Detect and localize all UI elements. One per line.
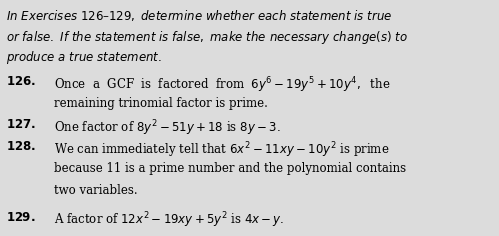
Text: $\mathbf{128.}$: $\mathbf{128.}$	[6, 140, 36, 153]
Text: $\mathbf{127.}$: $\mathbf{127.}$	[6, 118, 36, 131]
Text: $\mathbf{126.}$: $\mathbf{126.}$	[6, 75, 36, 88]
Text: two variables.: two variables.	[54, 184, 138, 197]
Text: $\it{produce\ a\ true\ statement.}$: $\it{produce\ a\ true\ statement.}$	[6, 49, 162, 66]
Text: Once  a  GCF  is  factored  from  $6y^{6}-19y^{5}+10y^{4},$  the: Once a GCF is factored from $6y^{6}-19y^…	[54, 75, 391, 95]
Text: $\it{or\ false.\ If\ the\ statement\ is\ false,\ make\ the\ necessary\ change(s): $\it{or\ false.\ If\ the\ statement\ is\…	[6, 29, 408, 46]
Text: A factor of $12x^{2}-19xy+5y^{2}$ is $4x-y.$: A factor of $12x^{2}-19xy+5y^{2}$ is $4x…	[54, 211, 284, 230]
Text: remaining trinomial factor is prime.: remaining trinomial factor is prime.	[54, 97, 268, 110]
Text: One factor of $8y^{2}-51y+18$ is $8y-3.$: One factor of $8y^{2}-51y+18$ is $8y-3.$	[54, 118, 280, 138]
Text: We can immediately tell that $6x^{2}-11xy-10y^{2}$ is prime: We can immediately tell that $6x^{2}-11x…	[54, 140, 389, 160]
Text: $\it{In\ Exercises\ 126}$$\it{–}$$\it{129,\ determine\ whether\ each\ statement\: $\it{In\ Exercises\ 126}$$\it{–}$$\it{12…	[6, 8, 393, 23]
Text: because 11 is a prime number and the polynomial contains: because 11 is a prime number and the pol…	[54, 162, 406, 175]
Text: $\mathbf{129.}$: $\mathbf{129.}$	[6, 211, 35, 223]
